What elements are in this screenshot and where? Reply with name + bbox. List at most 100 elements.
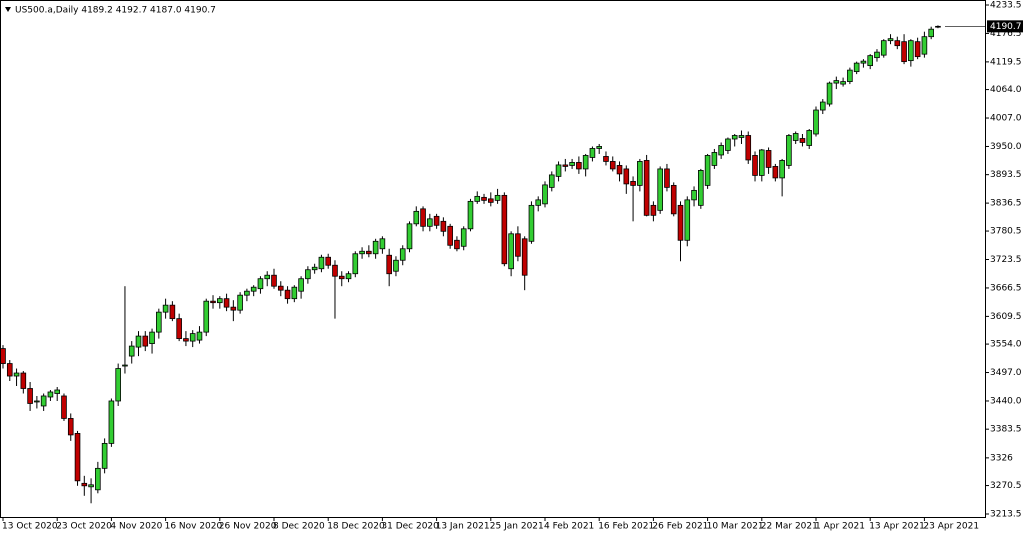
candle-body xyxy=(677,204,684,241)
candle-body xyxy=(616,165,623,175)
chart-title: US500.a,Daily 4189.2 4192.7 4187.0 4190.… xyxy=(15,6,216,16)
candle-body xyxy=(176,318,182,339)
candle-body xyxy=(47,391,54,398)
candle-body xyxy=(555,164,562,177)
candle-body xyxy=(413,210,420,225)
candle-body xyxy=(515,233,521,257)
candle-body xyxy=(643,160,650,216)
candle-body xyxy=(122,364,128,367)
candle-body xyxy=(901,41,907,63)
candle-body xyxy=(108,400,115,444)
x-tick-label: 23 Apr 2021 xyxy=(923,522,979,532)
x-tick-label: 4 Feb 2021 xyxy=(544,522,594,532)
candle-body xyxy=(115,368,121,402)
x-tick-label: 16 Feb 2021 xyxy=(598,522,654,532)
x-tick-label: 1 Apr 2021 xyxy=(815,522,865,532)
candle-body xyxy=(250,286,257,292)
candle-body xyxy=(257,278,264,290)
candle-body xyxy=(474,195,481,202)
candle-body xyxy=(135,335,142,348)
candle-body xyxy=(731,135,738,140)
candle-body xyxy=(189,333,196,342)
candle-body xyxy=(216,298,223,304)
candle-body xyxy=(880,40,887,56)
candle-body xyxy=(691,189,697,201)
x-tick-label: 13 Apr 2021 xyxy=(869,522,925,532)
y-tick-label: 4176.5 xyxy=(990,29,1022,39)
candle-body xyxy=(535,199,542,206)
candle-body xyxy=(95,467,101,491)
candle-body xyxy=(487,198,494,203)
candle-body xyxy=(914,41,921,58)
candle-body xyxy=(698,170,704,206)
candle-body xyxy=(508,233,514,270)
candle-body xyxy=(284,289,291,300)
candle-body xyxy=(379,238,386,250)
y-tick-label: 4007.0 xyxy=(990,114,1022,124)
candle-body xyxy=(623,168,630,185)
candle-body xyxy=(332,264,338,277)
candle-body xyxy=(54,389,60,394)
y-tick-label: 3666.5 xyxy=(990,283,1022,293)
candle-body xyxy=(237,294,243,311)
candle-body xyxy=(20,372,27,389)
y-tick-label: 4119.5 xyxy=(990,57,1022,67)
candle-body xyxy=(420,208,426,227)
candle-body xyxy=(61,395,67,419)
x-tick-label: 22 Mar 2021 xyxy=(761,522,818,532)
candle-body xyxy=(149,331,155,344)
y-tick-label: 3383.5 xyxy=(990,425,1022,435)
candle-body xyxy=(494,194,501,201)
candle-body xyxy=(657,168,663,211)
candle-body xyxy=(711,152,718,166)
candle-body xyxy=(684,199,691,241)
candle-body xyxy=(840,81,846,85)
candle-body xyxy=(908,40,914,62)
candle-body xyxy=(467,200,474,230)
x-tick-label: 13 Jan 2021 xyxy=(436,522,490,532)
candle-body xyxy=(0,348,6,364)
x-tick-label: 18 Dec 2020 xyxy=(327,522,385,532)
candle-body xyxy=(34,400,40,403)
x-tick-label: 13 Oct 2020 xyxy=(2,522,58,532)
candle-body xyxy=(291,286,298,300)
candle-body xyxy=(548,174,555,188)
candle-body xyxy=(298,278,304,292)
candle-body xyxy=(210,300,216,304)
candle-body xyxy=(74,433,81,482)
y-tick-label: 3780.5 xyxy=(990,227,1022,237)
candle-body xyxy=(704,155,711,186)
candle-body xyxy=(670,184,677,215)
y-tick-label: 3213.5 xyxy=(990,510,1022,520)
candle-body xyxy=(169,304,176,320)
candle-body xyxy=(799,138,806,143)
candle-body xyxy=(406,223,413,250)
candle-body xyxy=(921,36,928,55)
candle-body xyxy=(67,418,74,436)
candle-body xyxy=(352,253,359,275)
candle-body xyxy=(325,256,331,266)
candle-body xyxy=(13,372,20,377)
candle-body xyxy=(427,218,433,227)
x-tick-label: 10 Mar 2021 xyxy=(707,522,764,532)
candle-body xyxy=(609,161,616,170)
y-tick-label: 3270.5 xyxy=(990,481,1022,491)
candle-body xyxy=(264,274,271,280)
candle-body xyxy=(230,306,237,311)
candles xyxy=(0,25,941,504)
candle-body xyxy=(759,149,765,176)
candle-body xyxy=(393,259,399,272)
candle-body xyxy=(589,148,596,158)
y-tick-label: 3723.5 xyxy=(990,255,1022,265)
candle-body xyxy=(6,363,13,377)
plot-frame xyxy=(0,0,986,518)
candle-body xyxy=(813,109,819,135)
candle-body xyxy=(277,285,284,291)
x-tick-label: 8 Dec 2020 xyxy=(273,522,325,532)
x-tick-label: 23 Oct 2020 xyxy=(56,522,112,532)
candle-body xyxy=(833,80,840,84)
menu-arrow[interactable] xyxy=(5,7,11,12)
candle-body xyxy=(366,250,372,255)
candle-body xyxy=(521,238,528,276)
candle-body xyxy=(359,250,365,255)
